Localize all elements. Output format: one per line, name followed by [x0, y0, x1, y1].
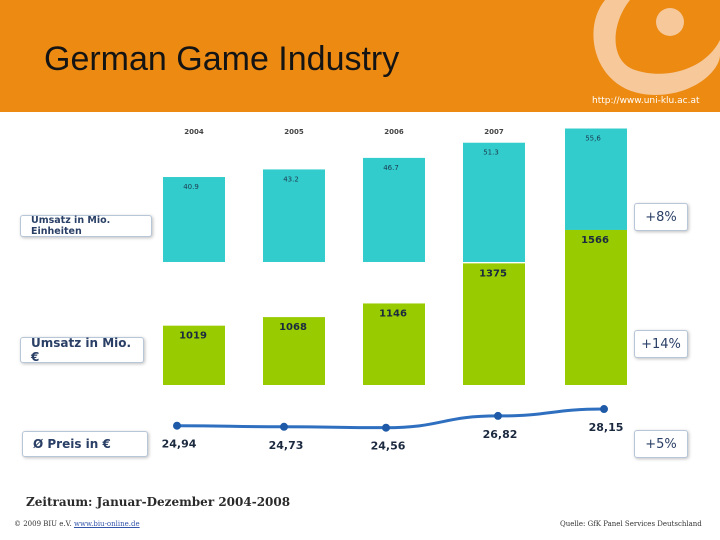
revenue-row-label: Umsatz in Mio. € [20, 336, 144, 364]
price-point-2005 [280, 422, 288, 431]
price-line [176, 407, 605, 430]
revenue-value-2004: 1019 [179, 331, 207, 342]
chart-area: 2004200520062007200840.943.246.751.355,6… [162, 128, 627, 453]
revenue-value-2005: 1068 [279, 322, 307, 333]
units-value-2008: 55,6 [585, 135, 601, 143]
units-bar-2005 [263, 169, 325, 262]
revenue-bar-2006 [363, 303, 425, 385]
revenue-bar-2007 [463, 263, 525, 385]
price-value-2005: 24,73 [269, 439, 304, 452]
copyright-text: © 2009 BIU e.V. www.biu-online.de [14, 520, 140, 528]
revenue-bar-2004 [163, 325, 225, 385]
revenue-value-2006: 1146 [379, 308, 407, 319]
units-value-2004: 40.9 [183, 183, 199, 191]
price-row-label-text: Ø Preis in € [33, 437, 111, 451]
year-label-2005: 2005 [284, 128, 304, 136]
price-point-2008 [600, 405, 608, 414]
price-value-2007: 26,82 [483, 428, 518, 441]
period-text: Zeitraum: Januar-Dezember 2004-2008 [26, 495, 291, 509]
revenue-bar-2008 [565, 229, 627, 385]
year-label-2006: 2006 [384, 128, 404, 136]
year-label-2004: 2004 [184, 128, 204, 136]
revenue-value-2007: 1375 [479, 268, 507, 279]
units-bar-2004 [163, 177, 225, 262]
url-text: http://www.uni-klu.ac.at [592, 96, 700, 106]
units-bar-2006 [363, 157, 425, 262]
copyright-label: © 2009 BIU e.V. [14, 520, 72, 528]
price-row-label: Ø Preis in € [22, 431, 148, 457]
price-point-2004 [173, 421, 181, 430]
university-logo [593, 0, 720, 95]
source-text: Quelle: GfK Panel Services Deutschland [560, 520, 702, 528]
units-row-label: Umsatz in Mio. Einheiten [20, 215, 152, 237]
price-point-2007 [494, 411, 502, 420]
revenue-bar-2005 [263, 317, 325, 385]
year-label-2007: 2007 [484, 128, 504, 136]
revenue-value-2008: 1566 [581, 235, 609, 246]
price-growth-badge: +5% [634, 430, 688, 458]
units-growth-text: +8% [645, 209, 677, 225]
slide-title: German Game Industry [44, 40, 400, 78]
units-value-2006: 46.7 [383, 164, 399, 172]
revenue-growth-text: +14% [641, 336, 681, 352]
price-point-2006 [382, 423, 390, 432]
copyright-link[interactable]: www.biu-online.de [73, 520, 140, 528]
revenue-growth-badge: +14% [634, 330, 688, 358]
units-growth-badge: +8% [634, 203, 688, 231]
slide-header: German Game Industry http://www.uni-klu.… [0, 0, 720, 112]
units-row-label-text: Umsatz in Mio. Einheiten [31, 215, 111, 237]
units-value-2005: 43.2 [283, 175, 299, 183]
price-value-2004: 24,94 [162, 438, 197, 451]
price-value-2006: 24,56 [371, 440, 406, 453]
price-growth-text: +5% [645, 436, 677, 452]
units-value-2007: 51.3 [483, 149, 499, 157]
units-bar-2007 [463, 142, 525, 262]
revenue-row-label-text: Umsatz in Mio. € [31, 336, 132, 364]
price-value-2008: 28,15 [589, 421, 624, 434]
